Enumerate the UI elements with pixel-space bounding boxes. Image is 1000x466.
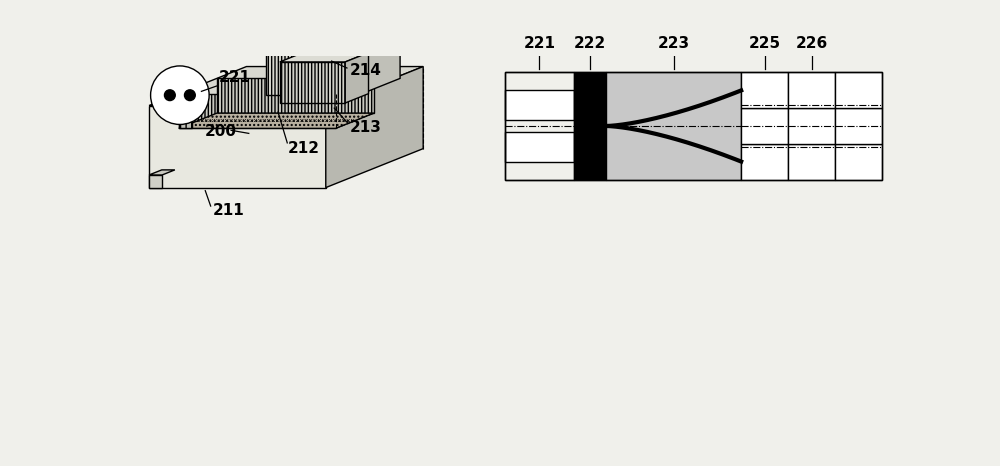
Polygon shape — [179, 113, 374, 128]
Polygon shape — [179, 94, 192, 128]
Polygon shape — [149, 67, 423, 105]
Bar — [788, 108, 835, 144]
Bar — [505, 90, 574, 119]
Bar — [835, 144, 882, 180]
Polygon shape — [326, 67, 423, 188]
Bar — [788, 72, 835, 108]
Polygon shape — [149, 175, 162, 188]
Text: 212: 212 — [288, 141, 320, 156]
Bar — [788, 144, 835, 180]
Text: 225: 225 — [749, 35, 781, 50]
Text: 222: 222 — [574, 35, 606, 50]
Bar — [741, 72, 788, 108]
Text: 211: 211 — [213, 203, 245, 218]
Bar — [835, 72, 882, 108]
Polygon shape — [280, 62, 345, 103]
Text: 221: 221 — [218, 70, 250, 85]
Polygon shape — [266, 48, 358, 96]
Text: 200: 200 — [205, 124, 237, 139]
Circle shape — [151, 66, 209, 124]
Bar — [505, 72, 574, 180]
Polygon shape — [345, 53, 369, 103]
Polygon shape — [179, 94, 336, 128]
Bar — [505, 72, 882, 180]
Text: 226: 226 — [796, 35, 828, 50]
Text: 221: 221 — [523, 35, 555, 50]
Polygon shape — [149, 105, 326, 188]
Polygon shape — [217, 78, 374, 113]
Bar — [835, 108, 882, 144]
Bar — [741, 144, 788, 180]
Polygon shape — [358, 31, 400, 96]
Text: 223: 223 — [658, 35, 690, 50]
Bar — [606, 72, 741, 180]
Bar — [505, 132, 574, 162]
Text: 213: 213 — [350, 120, 382, 135]
Bar — [574, 72, 606, 180]
Bar — [741, 108, 788, 144]
Polygon shape — [149, 170, 175, 175]
Circle shape — [184, 90, 195, 101]
Polygon shape — [266, 31, 400, 48]
Circle shape — [164, 90, 175, 101]
Polygon shape — [280, 53, 369, 62]
Text: 214: 214 — [349, 63, 381, 78]
